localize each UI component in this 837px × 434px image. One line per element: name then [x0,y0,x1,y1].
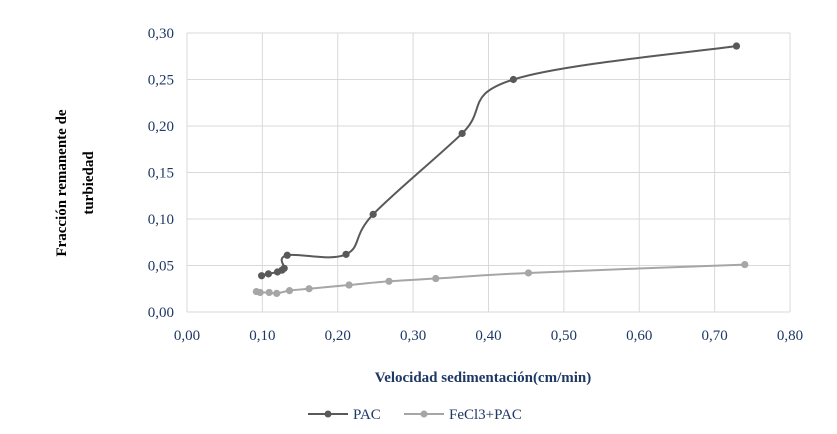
data-point-pac [369,210,377,218]
series-line-pac [261,45,737,277]
data-point-fecl3-pac [285,287,294,295]
x-tick-label: 0,10 [249,328,275,344]
y-tick-label: 0,00 [148,305,174,321]
y-axis-title-line-1: Fracción remanente de [54,109,70,257]
y-axis-tick-labels: 0,00 0,05 0,10 0,15 0,20 0,25 0,30 [148,26,174,321]
y-axis-title-line-2: turbiedad [81,151,97,215]
y-tick-label: 0,20 [148,119,174,135]
data-point-fecl3-pac [345,281,353,289]
x-tick-label: 0,80 [777,328,803,344]
legend-item-pac: PAC [308,407,381,423]
legend: PAC FeCl3+PAC [308,407,522,423]
data-point-fecl3-pac [524,269,533,277]
y-tick-label: 0,05 [148,259,174,275]
data-point-fecl3-pac [273,289,281,297]
x-tick-label: 0,30 [400,328,426,344]
data-point-fecl3-pac [265,288,273,297]
series-fecl3-pac [252,260,749,297]
x-tick-label: 0,20 [325,328,351,344]
legend-marker-fecl3-pac [420,410,428,418]
data-point-pac [264,270,273,278]
data-point-pac [280,264,288,272]
x-tick-label: 0,70 [702,328,728,344]
y-tick-label: 0,25 [148,73,174,89]
series-pac [258,42,741,280]
data-point-pac [732,42,741,50]
data-point-fecl3-pac [256,288,264,297]
y-axis-title: Fracción remanente de turbiedad [54,109,97,257]
legend-marker-pac [324,410,332,418]
legend-label-fecl3-pac: FeCl3+PAC [449,407,522,423]
data-point-pac [458,129,466,138]
series-line-fecl3-pac [256,263,745,295]
x-axis-title: Velocidad sedimentación(cm/min) [375,370,592,386]
series-layer [252,42,749,297]
y-tick-label: 0,30 [148,26,174,42]
data-point-fecl3-pac [385,277,393,285]
x-axis-tick-labels: 0,00 0,10 0,20 0,30 0,40 0,50 0,60 0,70 0,80 [174,328,803,344]
grid-layer [186,32,791,313]
x-tick-label: 0,60 [626,328,652,344]
data-point-fecl3-pac [305,285,313,293]
y-tick-label: 0,10 [148,212,174,228]
data-point-pac [258,272,266,280]
legend-item-fecl3-pac: FeCl3+PAC [404,407,522,423]
data-point-pac [509,75,517,84]
x-tick-label: 0,00 [174,328,200,344]
x-tick-label: 0,50 [551,328,577,344]
legend-label-pac: PAC [353,407,381,423]
data-point-pac [283,251,291,259]
data-point-fecl3-pac [741,260,749,269]
y-tick-label: 0,15 [148,166,174,182]
x-tick-label: 0,40 [475,328,501,344]
data-point-fecl3-pac [432,274,440,283]
data-point-pac [342,250,350,258]
